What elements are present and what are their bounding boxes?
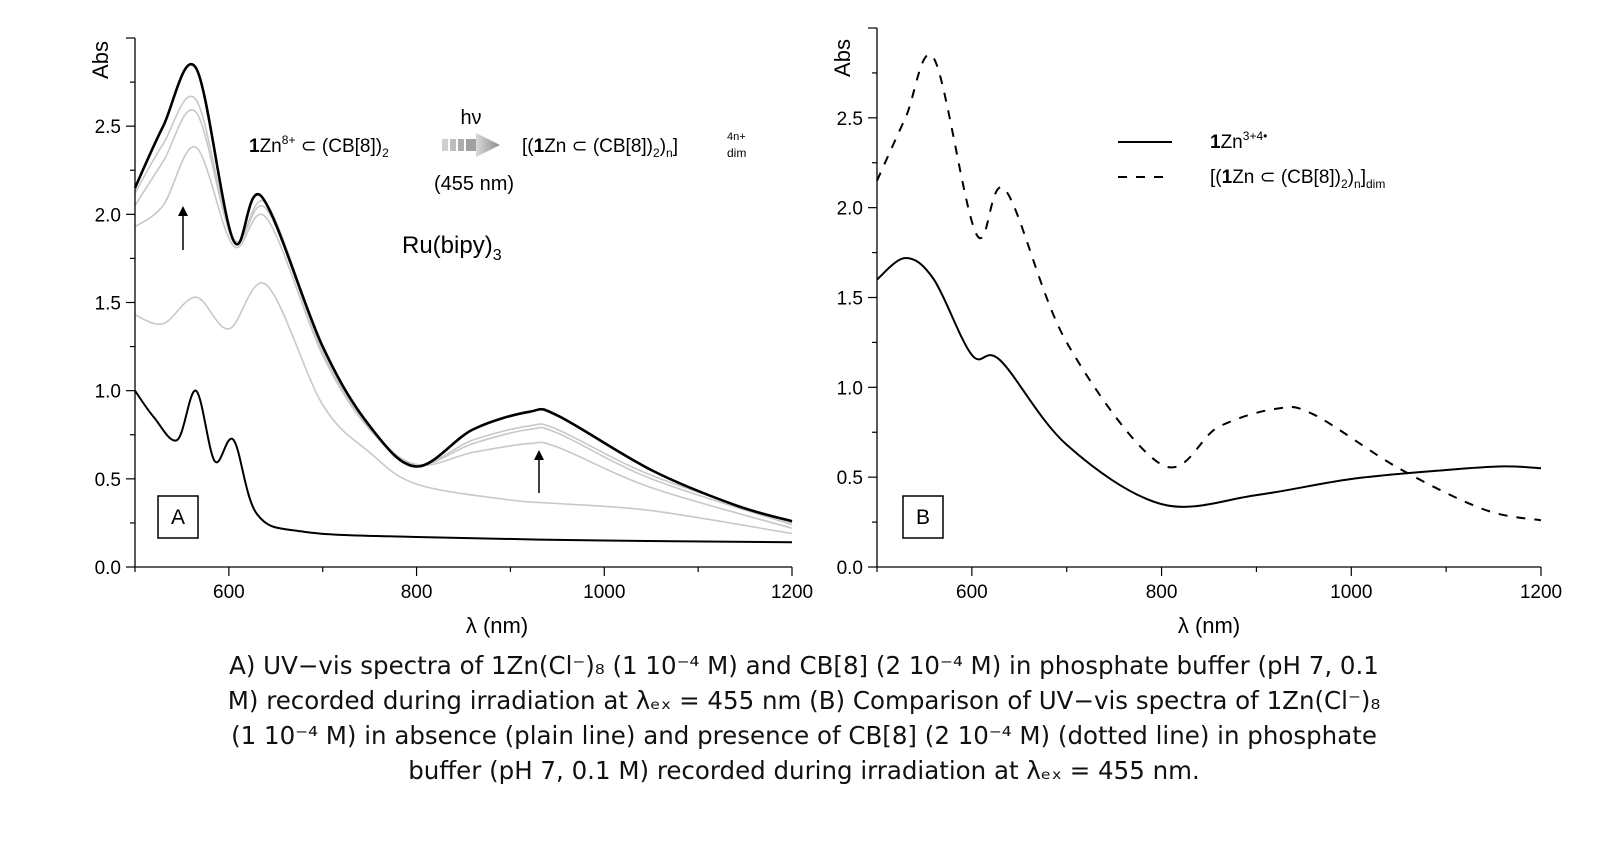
panel-b-legend: 1Zn3+4• [(1Zn ⊂ (CB[8])2)n]dim [1118, 129, 1385, 191]
sensitizer-label: Ru(bipy)3 [402, 232, 502, 264]
panel-b-y-tick-label: 0.0 [837, 558, 863, 579]
panel-a-axes: 600 800 1000 1200 0.0 0.5 1.0 1.5 2.0 2.5 [95, 37, 813, 603]
scheme-product-charge: 4n+ [727, 131, 746, 143]
panel-a-series-line [134, 389, 793, 544]
panel-b-curves [876, 53, 1542, 522]
caption-line: (1 10⁻⁴ M) in absence (plain line) and p… [231, 721, 1377, 750]
scheme-product: [(1Zn ⊂ (CB[8])2)n] [522, 136, 678, 160]
panel-b-x-tick-label: 1000 [1330, 582, 1372, 603]
panel-a-x-tick-label: 1000 [583, 582, 625, 603]
panel-b-x-tick-label: 1200 [1520, 582, 1562, 603]
panel-a-series-line [133, 63, 793, 523]
panel-a-series-line [134, 109, 793, 526]
panel-a-series-line [134, 282, 793, 535]
panel-b-label-box: B [902, 495, 944, 539]
scheme-reactant: 1Zn8+ ⊂ (CB[8])2 [249, 133, 389, 160]
panel-b-x-tick-label: 600 [956, 582, 988, 603]
panel-a-x-tick-label: 800 [401, 582, 433, 603]
panel-b-ylabel: Abs [830, 39, 855, 77]
panel-a-y-tick-label: 1.0 [95, 382, 121, 403]
figure-caption: A) UV−vis spectra of 1Zn(Cl⁻)₈ (1 10⁻⁴ M… [60, 648, 1548, 788]
legend-item-solid: 1Zn3+4• [1210, 129, 1267, 153]
irradiation-arrow-icon [442, 133, 500, 157]
panel-b-y-tick-label: 2.5 [837, 109, 863, 130]
panel-b-y-tick-label: 0.5 [837, 468, 863, 489]
increase-arrow-icon [178, 206, 188, 250]
panel-a-y-tick-label: 2.0 [95, 205, 121, 226]
panel-a-y-tick-label: 2.5 [95, 117, 121, 138]
chart-panel-a: 600 800 1000 1200 0.0 0.5 1.0 1.5 2.0 2.5 Abs λ (… [88, 37, 813, 638]
panel-b-axes: 600 800 1000 1200 0.0 0.5 1.0 1.5 2.0 2.5 [837, 27, 1562, 603]
panel-b-series-line [876, 53, 1542, 522]
panel-a-series-line [134, 146, 793, 529]
scheme-wavelength: (455 nm) [434, 173, 514, 195]
panel-a-series-line [134, 95, 793, 524]
panel-a-ylabel: Abs [88, 41, 113, 79]
panel-b-series-line [876, 257, 1542, 508]
scheme-hv: hν [460, 107, 481, 129]
panel-a-curves [133, 63, 793, 544]
panel-b-xlabel: λ (nm) [1178, 613, 1240, 638]
panel-b-y-tick-label: 1.0 [837, 378, 863, 399]
panel-a-label-box: A [157, 495, 199, 539]
scheme-product-subscript: dim [727, 146, 746, 160]
legend-item-dashed: [(1Zn ⊂ (CB[8])2)n]dim [1210, 167, 1385, 191]
figure: 600 800 1000 1200 0.0 0.5 1.0 1.5 2.0 2.5 Abs λ (… [88, 27, 1562, 638]
chart-panel-b: 600 800 1000 1200 0.0 0.5 1.0 1.5 2.0 2.5 Abs λ (… [830, 27, 1562, 638]
panel-a-x-tick-label: 1200 [771, 582, 813, 603]
caption-line: M) recorded during irradiation at λₑₓ = … [227, 686, 1381, 715]
panel-a-label: A [171, 506, 185, 529]
panel-b-y-tick-label: 2.0 [837, 199, 863, 220]
caption-line: A) UV−vis spectra of 1Zn(Cl⁻)₈ (1 10⁻⁴ M… [229, 651, 1379, 680]
panel-b-x-tick-label: 800 [1146, 582, 1178, 603]
increase-arrow-icon [534, 450, 544, 493]
panel-b-y-tick-label: 1.5 [837, 289, 863, 310]
panel-a-y-tick-label: 0.5 [95, 470, 121, 491]
panel-a-y-tick-label: 1.5 [95, 294, 121, 315]
panel-b-label: B [916, 506, 930, 529]
panel-a-xlabel: λ (nm) [466, 613, 528, 638]
caption-line: buffer (pH 7, 0.1 M) recorded during irr… [408, 756, 1200, 785]
panel-a-x-tick-label: 600 [213, 582, 245, 603]
reaction-scheme: 1Zn8+ ⊂ (CB[8])2 hν (455 nm) [(1Zn ⊂ (CB… [249, 107, 746, 264]
panel-a-y-tick-label: 0.0 [95, 558, 121, 579]
